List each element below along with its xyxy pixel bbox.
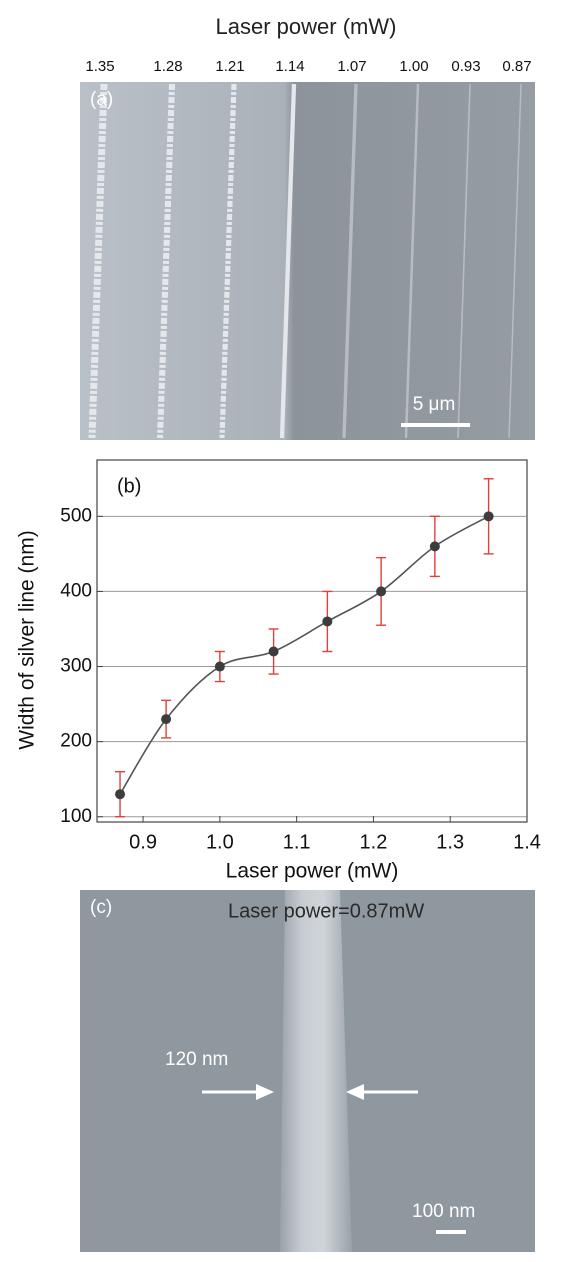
x-tick-label: 1.1 bbox=[283, 831, 311, 853]
power-label: 0.87 bbox=[502, 58, 531, 75]
y-tick-label: 400 bbox=[60, 580, 92, 601]
point bbox=[115, 789, 126, 800]
silver-line bbox=[280, 890, 352, 1252]
sem-image-a bbox=[80, 82, 535, 440]
point bbox=[322, 616, 333, 627]
written-line bbox=[508, 83, 522, 439]
written-line bbox=[219, 83, 237, 439]
width-label: 120 nm bbox=[165, 1049, 228, 1070]
arrow-head bbox=[346, 1084, 364, 1100]
power-label: 1.28 bbox=[153, 58, 182, 75]
scale-bar-label: 100 nm bbox=[412, 1201, 475, 1222]
point bbox=[214, 661, 225, 672]
scale-bar-label: 5 μm bbox=[413, 394, 456, 415]
panel-label: (c) bbox=[90, 897, 112, 918]
point bbox=[483, 511, 494, 522]
power-label: 1.14 bbox=[275, 58, 304, 75]
power-label: 1.35 bbox=[85, 58, 114, 75]
y-tick-label: 200 bbox=[60, 731, 92, 752]
arrow-head bbox=[256, 1084, 274, 1100]
y-tick-label: 300 bbox=[60, 656, 92, 677]
point bbox=[161, 714, 172, 725]
power-label: 1.00 bbox=[399, 58, 428, 75]
y-tick-label: 100 bbox=[60, 806, 92, 827]
y-tick-label: 500 bbox=[60, 505, 92, 526]
y-axis-label: Width of silver line (nm) bbox=[16, 530, 39, 749]
written-line bbox=[156, 83, 176, 439]
point bbox=[376, 586, 387, 597]
power-label: 1.07 bbox=[337, 58, 366, 75]
written-line bbox=[88, 83, 108, 439]
point bbox=[429, 541, 440, 552]
x-tick-label: 1.2 bbox=[360, 831, 388, 853]
written-line bbox=[457, 83, 471, 439]
x-tick-label: 1.0 bbox=[206, 831, 234, 853]
annotation: Laser power=0.87mW bbox=[228, 900, 424, 922]
x-tick-label: 0.9 bbox=[129, 831, 157, 853]
power-label: 0.93 bbox=[451, 58, 480, 75]
point bbox=[268, 646, 279, 657]
written-line bbox=[279, 83, 297, 439]
x-axis-label: Laser power (mW) bbox=[226, 860, 399, 883]
written-line bbox=[404, 83, 420, 439]
panel-a-title: Laser power (mW) bbox=[216, 14, 397, 39]
x-tick-label: 1.3 bbox=[436, 831, 464, 853]
panel-label: (a) bbox=[90, 89, 113, 110]
plot-frame bbox=[96, 459, 528, 823]
written-line bbox=[342, 83, 358, 439]
panel-label: (b) bbox=[117, 475, 141, 497]
power-label: 1.21 bbox=[215, 58, 244, 75]
x-tick-label: 1.4 bbox=[513, 831, 541, 853]
